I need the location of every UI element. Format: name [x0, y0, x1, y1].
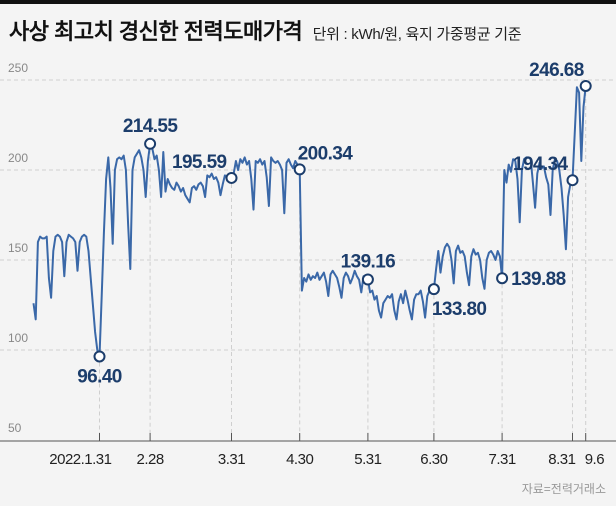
- data-point-marker: [427, 283, 440, 296]
- y-tick-label: 200: [8, 151, 28, 165]
- x-tick-label: 4.30: [286, 451, 313, 468]
- x-tick-label: 3.31: [218, 451, 245, 468]
- data-point-marker: [579, 79, 592, 92]
- top-bar: [0, 0, 616, 4]
- data-point-marker: [293, 163, 306, 176]
- y-tick-label: 250: [8, 61, 28, 75]
- data-label: 200.34: [298, 143, 354, 164]
- data-point-marker: [361, 273, 374, 286]
- chart-header: 사상 최고치 경신한 전력도매가격 단위 : kWh/원, 육지 가중평균 기준: [9, 14, 522, 46]
- chart-title: 사상 최고치 경신한 전력도매가격: [9, 19, 303, 44]
- data-point-marker: [144, 137, 157, 150]
- data-label: 96.40: [77, 366, 122, 387]
- data-label: 139.16: [341, 252, 396, 273]
- data-label: 133.80: [432, 299, 487, 320]
- x-tick-label: 9.6: [585, 451, 605, 468]
- x-tick-label: 2.28: [136, 451, 163, 468]
- x-tick-label: 8.31: [548, 451, 575, 468]
- x-tick-label: 7.31: [488, 451, 515, 468]
- price-series-line: [32, 85, 587, 358]
- unit-note: 단위 : kWh/원, 육지 가중평균 기준: [312, 26, 522, 43]
- source-note: 자료=전력거래소: [521, 482, 606, 496]
- data-point-marker: [566, 174, 579, 187]
- data-label: 246.68: [529, 60, 584, 81]
- data-label: 139.88: [511, 269, 566, 290]
- data-point-marker: [93, 350, 106, 363]
- data-label: 214.55: [123, 116, 179, 137]
- x-tick-label: 6.30: [420, 451, 447, 468]
- y-tick-label: 150: [8, 241, 28, 255]
- data-point-marker: [225, 171, 238, 184]
- data-label: 194.34: [513, 154, 569, 175]
- x-tick-label: 5.31: [354, 451, 381, 468]
- data-point-marker: [496, 272, 509, 285]
- y-tick-label: 50: [8, 421, 22, 435]
- data-label: 195.59: [172, 152, 227, 173]
- y-tick-label: 100: [8, 331, 28, 345]
- x-tick-label: 2022.1.31: [49, 451, 111, 468]
